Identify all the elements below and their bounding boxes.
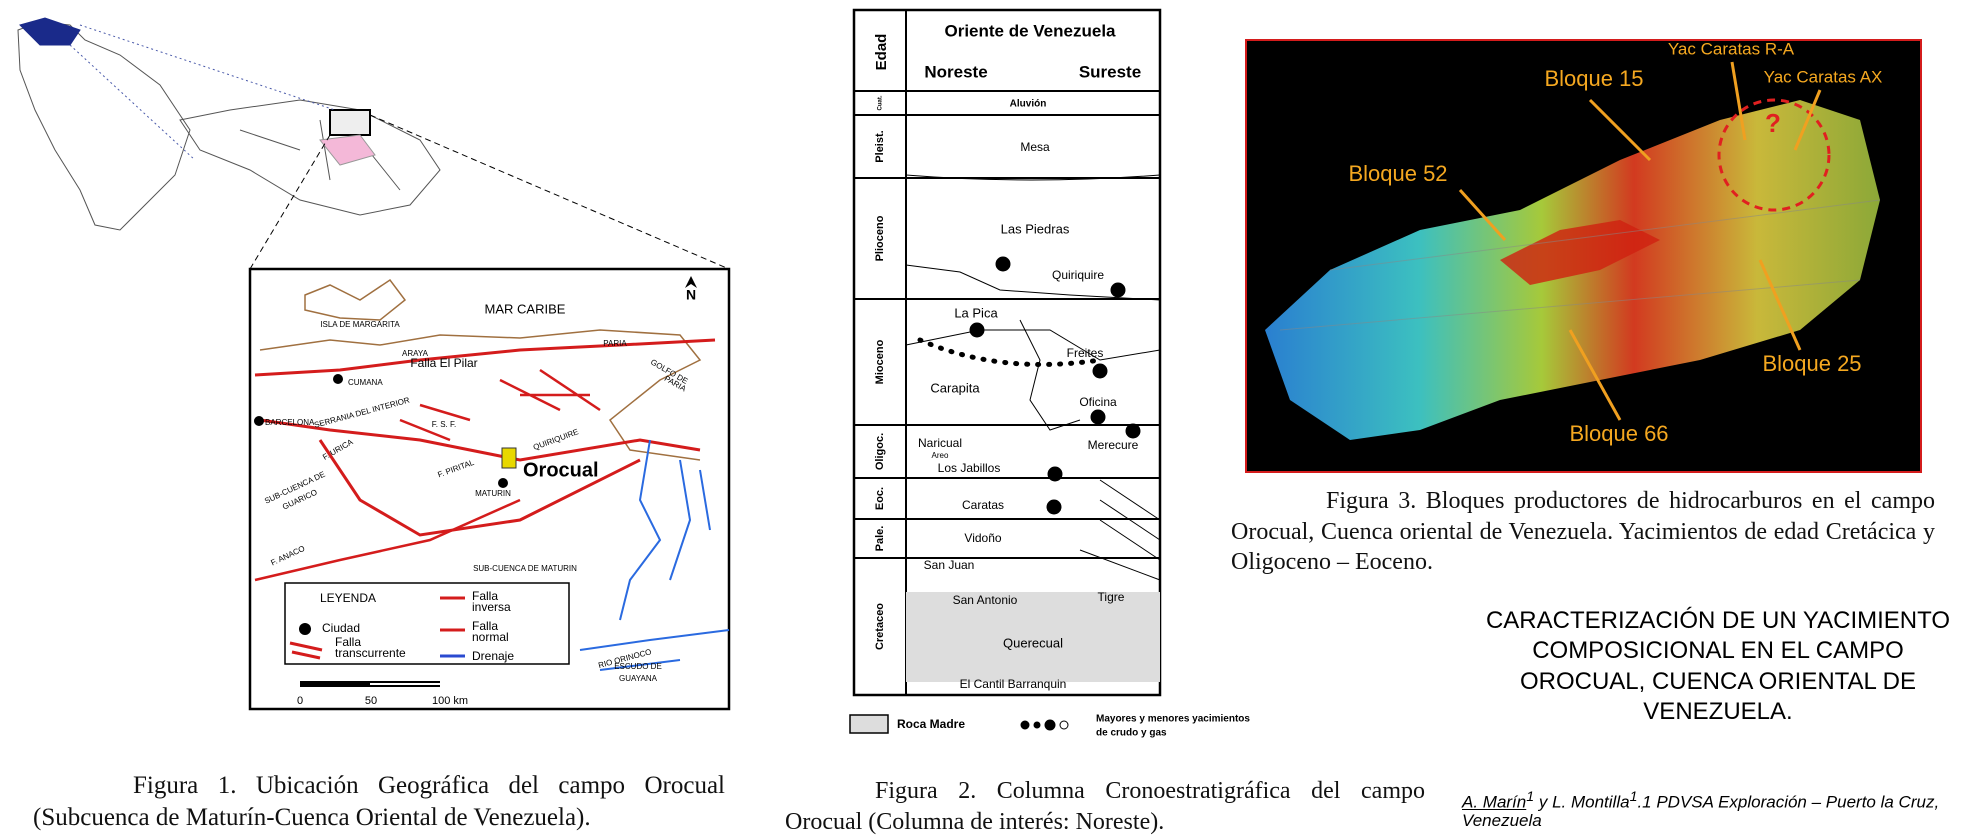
column-header: Sureste <box>1079 62 1141 81</box>
age-label: Cuat. <box>878 95 884 110</box>
legend-item: transcurrente <box>335 646 406 660</box>
legend-item: de crudo y gas <box>1096 728 1167 739</box>
inset-map <box>248 267 731 711</box>
formation-label: Areo <box>932 451 949 460</box>
map-label: PARIA <box>603 339 627 348</box>
figure2-caption: Figura 2. Columna Cronoestratigráfica de… <box>785 778 1425 835</box>
formation-label: Tigre <box>1098 590 1125 604</box>
map-label: GUAYANA <box>619 674 658 683</box>
formation-label: Vidoño <box>964 531 1001 545</box>
column-header: Oriente de Venezuela <box>944 21 1116 40</box>
author-name: A. Marín <box>1462 792 1527 812</box>
map-label: MAR CARIBE <box>485 301 566 316</box>
map-label: SUB-CUENCA DE MATURIN <box>473 564 577 573</box>
formation-label: Mesa <box>1020 140 1050 154</box>
age-label: Pale. <box>874 526 886 552</box>
formation-label: Las Piedras <box>1001 221 1070 236</box>
block-label: Bloque 15 <box>1544 66 1643 91</box>
formation-label: San Antonio <box>953 593 1018 607</box>
block-label: Bloque 52 <box>1348 161 1447 186</box>
legend-item: Falla <box>472 589 498 603</box>
formation-label: La Pica <box>954 305 998 320</box>
affiliation: .1 PDVSA Exploración – Puerto la Cruz, V… <box>1462 792 1940 831</box>
figure3-caption: Figura 3. Bloques productores de hidroca… <box>1231 488 1935 576</box>
map-label: ARAYA <box>402 349 429 358</box>
figure1-caption: Figura 1. Ubicación Geográfica del campo… <box>33 772 725 831</box>
formation-label: Quiriquire <box>1052 268 1104 282</box>
block-label: Bloque 66 <box>1569 421 1668 446</box>
formation-label: San Juan <box>924 558 975 572</box>
age-label: Plioceno <box>874 215 886 261</box>
superscript: 1 <box>1526 789 1535 805</box>
map-label: CUMANA <box>348 378 383 387</box>
formation-label: Merecure <box>1088 438 1139 452</box>
scale-label: 50 <box>365 695 377 707</box>
age-label: Pleist. <box>874 130 886 162</box>
poster-title: CARACTERIZACIÓN DE UN YACIMIENTO COMPOSI… <box>1485 607 1951 726</box>
map-label: F. S. F. <box>432 420 456 429</box>
formation-label: Los Jabillos <box>938 461 1001 475</box>
column-header: Edad <box>873 34 890 71</box>
formation-label: El Cantil Barranquin <box>960 677 1067 691</box>
column-header: Noreste <box>924 62 987 81</box>
block-label: Yac Caratas AX <box>1764 67 1883 86</box>
legend-item: Falla <box>335 635 361 649</box>
author-name: y L. Montilla <box>1534 792 1630 812</box>
legend-item: Falla <box>472 619 498 633</box>
map-label: Orocual <box>523 459 599 481</box>
legend-item: Mayores y menores yacimientos <box>1096 714 1250 725</box>
formation-label: Querecual <box>1003 635 1063 650</box>
legend-title: LEYENDA <box>320 591 376 605</box>
scale-label: 0 <box>297 695 303 707</box>
scale-label: 100 km <box>432 695 468 707</box>
legend-item: normal <box>472 630 509 644</box>
map-label: ESCUDO DE <box>614 662 662 671</box>
formation-label: Carapita <box>930 380 980 395</box>
map-label: N <box>686 287 696 303</box>
formation-label: Oficina <box>1079 395 1117 409</box>
formation-label: Aluvión <box>1010 99 1047 110</box>
block-label: Bloque 25 <box>1762 351 1861 376</box>
legend-item: Ciudad <box>322 621 360 635</box>
map-label: ISLA DE MARGARITA <box>320 320 400 329</box>
formation-label: Naricual <box>918 436 962 450</box>
age-label: Cretaceo <box>874 603 886 650</box>
overview-map <box>17 17 730 270</box>
formation-label: Caratas <box>962 498 1004 512</box>
age-label: Oligoc. <box>874 433 886 470</box>
map-label: Falla El Pilar <box>410 356 477 370</box>
legend-item: Roca Madre <box>897 717 965 731</box>
map-label: MATURIN <box>475 489 511 498</box>
legend-item: inversa <box>472 600 511 614</box>
age-label: Eoc. <box>874 487 886 510</box>
authors: A. Marín1 y L. Montilla1.1 PDVSA Explora… <box>1462 789 1957 831</box>
block-label: Yac Caratas R-A <box>1668 39 1795 58</box>
superscript: 1 <box>1629 789 1638 805</box>
age-label: Mioceno <box>874 339 886 384</box>
block-label: ? <box>1765 108 1781 138</box>
model-3d <box>1245 39 1922 473</box>
legend-item: Drenaje <box>472 649 514 663</box>
formation-label: Freites <box>1067 346 1104 360</box>
strat-column <box>849 8 1162 734</box>
map-label: BARCELONA <box>265 418 315 427</box>
